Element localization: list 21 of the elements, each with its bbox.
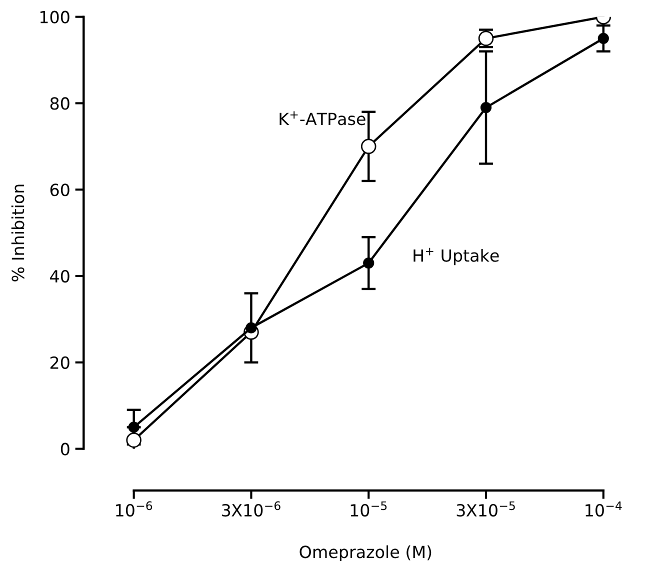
x-tick-label: 3X10$^{−5}$ <box>456 501 515 517</box>
y-tick-label: 60 <box>50 184 70 196</box>
y-tick-label: 40 <box>50 270 70 283</box>
x-tick-label: 10$^{−6}$ <box>116 501 152 517</box>
y-tick-label: 100 <box>40 10 70 24</box>
x-axis-title: Omeprazole (M) <box>300 545 432 561</box>
point <box>126 432 142 448</box>
x-tick-label: 3X10$^{−6}$ <box>222 501 280 517</box>
y-axis-title: % Inhibition <box>11 184 24 282</box>
y-tick-label: 20 <box>50 356 70 369</box>
point <box>480 102 492 114</box>
point <box>598 32 609 44</box>
y-tick-label: 80 <box>50 97 70 110</box>
series-label: K$^{+}$-ATPase <box>280 111 366 126</box>
series-label: H$^{+}$ Uptake <box>414 248 499 266</box>
point <box>360 138 376 154</box>
x-tick-label: 10$^{−5}$ <box>350 501 387 517</box>
point <box>128 422 140 433</box>
y-tick-label: 0 <box>60 442 70 456</box>
point <box>363 257 374 269</box>
x-tick-label: 10$^{−4}$ <box>586 501 622 517</box>
